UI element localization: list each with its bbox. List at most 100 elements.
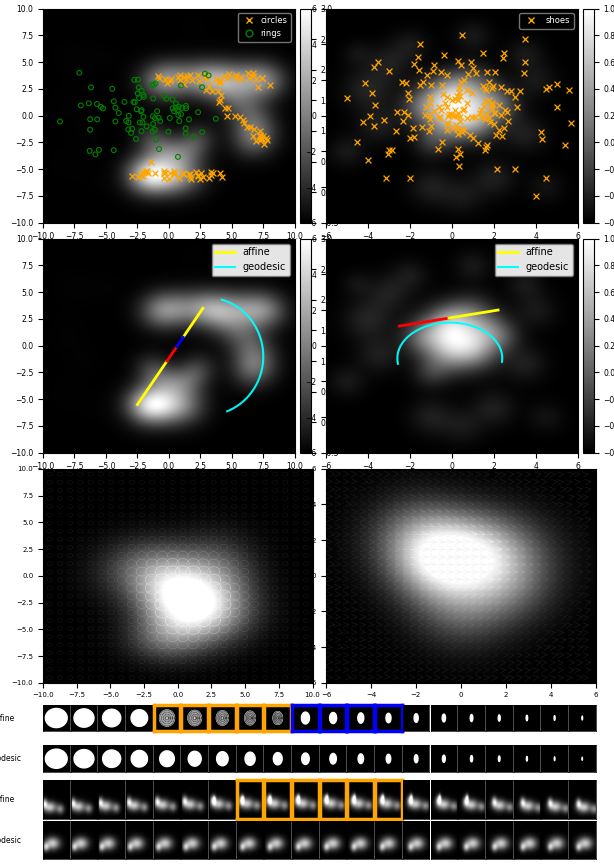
Polygon shape <box>273 753 282 765</box>
Point <box>248 129 258 143</box>
Point <box>211 112 221 126</box>
Point <box>252 134 262 148</box>
Point <box>373 56 383 69</box>
Point <box>502 84 511 98</box>
Point <box>459 102 469 115</box>
Point <box>155 115 165 128</box>
Point <box>442 122 452 136</box>
Point <box>515 84 525 98</box>
Point <box>142 120 152 134</box>
Point <box>201 83 211 97</box>
Polygon shape <box>216 711 228 725</box>
Point <box>420 108 430 122</box>
Point <box>489 79 499 93</box>
Point <box>136 168 146 181</box>
Point <box>405 171 415 185</box>
Point <box>257 71 266 85</box>
Polygon shape <box>301 712 309 724</box>
Point <box>478 79 488 93</box>
Point <box>219 69 229 82</box>
Polygon shape <box>131 710 147 727</box>
Polygon shape <box>219 714 225 721</box>
Point <box>159 89 169 102</box>
Point <box>441 116 451 130</box>
Point <box>496 81 506 95</box>
Point <box>410 57 419 71</box>
Point <box>150 166 160 180</box>
Point <box>454 82 464 95</box>
Point <box>136 83 146 97</box>
Point <box>193 69 203 82</box>
Point <box>466 56 476 69</box>
Point <box>459 123 469 137</box>
Point <box>182 69 192 83</box>
Point <box>204 69 214 82</box>
Point <box>512 100 522 114</box>
Point <box>194 74 204 88</box>
Point <box>193 168 203 181</box>
Point <box>480 143 490 157</box>
Point <box>85 112 95 126</box>
Point <box>410 130 419 144</box>
Point <box>168 102 177 115</box>
Polygon shape <box>45 708 67 727</box>
Point <box>424 124 434 138</box>
Polygon shape <box>273 712 282 725</box>
Y-axis label: Affine: Affine <box>0 713 15 722</box>
Point <box>454 107 464 121</box>
Point <box>456 76 466 89</box>
Point <box>500 103 510 117</box>
Point <box>442 90 452 104</box>
Point <box>521 56 530 69</box>
Point <box>165 74 175 88</box>
Point <box>454 159 464 173</box>
Point <box>473 135 483 149</box>
Point <box>96 100 106 114</box>
Point <box>422 69 432 82</box>
Point <box>164 172 174 186</box>
Point <box>90 148 100 161</box>
Point <box>179 77 189 91</box>
Polygon shape <box>131 751 147 767</box>
Point <box>415 78 425 92</box>
Point <box>184 113 194 127</box>
Point <box>542 171 551 185</box>
Point <box>111 115 120 128</box>
Point <box>454 86 464 100</box>
Point <box>434 100 444 114</box>
Point <box>453 55 463 69</box>
Point <box>135 115 145 129</box>
Point <box>128 169 138 183</box>
Point <box>249 122 258 136</box>
Y-axis label: Geodesic: Geodesic <box>0 754 21 763</box>
Point <box>136 104 146 118</box>
Point <box>255 134 265 148</box>
Point <box>552 100 562 114</box>
Point <box>224 67 234 81</box>
Point <box>404 92 414 106</box>
Polygon shape <box>188 710 201 726</box>
Point <box>463 68 473 82</box>
Point <box>55 115 65 128</box>
Polygon shape <box>358 753 363 764</box>
Point <box>181 127 190 141</box>
Point <box>487 98 497 112</box>
Point <box>160 166 170 180</box>
Polygon shape <box>526 715 527 720</box>
Point <box>230 70 240 84</box>
Point <box>465 128 475 141</box>
Point <box>174 68 184 82</box>
Point <box>352 135 362 149</box>
Point <box>185 167 195 181</box>
Point <box>484 76 494 89</box>
Point <box>86 81 96 95</box>
Point <box>176 78 186 92</box>
Point <box>502 105 512 119</box>
Point <box>92 112 102 126</box>
Point <box>456 89 465 103</box>
Point <box>242 120 252 134</box>
Point <box>436 103 446 117</box>
Point <box>448 121 458 135</box>
Point <box>476 110 486 124</box>
Point <box>510 162 520 176</box>
